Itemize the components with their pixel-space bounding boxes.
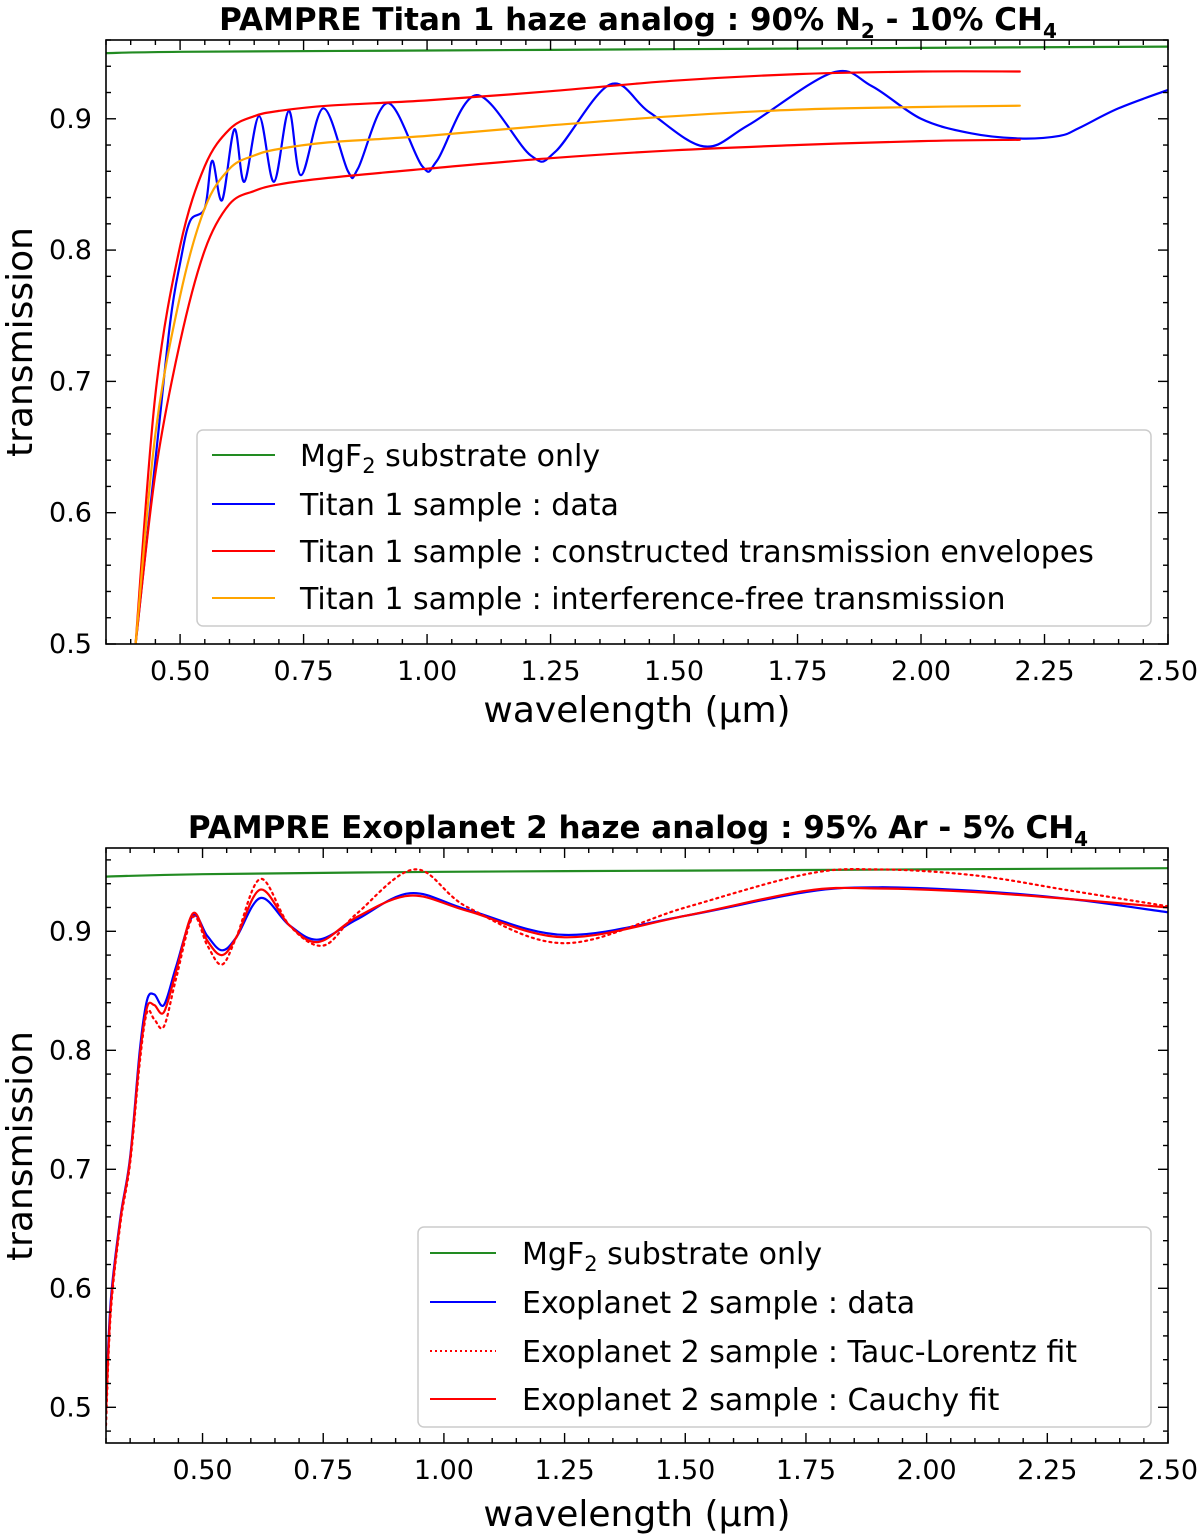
legend-label-data: Exoplanet 2 sample : data <box>522 1286 915 1321</box>
legend-box <box>417 1226 1152 1428</box>
x-axis-label: wavelength (μm) <box>483 690 790 731</box>
series-interference-free-transmission-line <box>134 104 1021 644</box>
x-tick-label: 2.25 <box>1014 656 1074 687</box>
tick-layer: 0.50 0.75 1.00 1.25 1.50 1.75 2.00 2.25 2.50 0.5 0… <box>49 848 1198 1486</box>
series-mgf2-substrate-only-line <box>106 45 1168 55</box>
x-tick-label: 2.50 <box>1138 1455 1198 1486</box>
series-mgf2-substrate-only-line <box>106 867 1168 878</box>
legend-label-interference-free: Titan 1 sample : interference-free trans… <box>299 582 1005 617</box>
x-tick-label: 2.00 <box>897 1455 957 1486</box>
x-tick-label: 1.75 <box>767 656 827 687</box>
chart-title: PAMPRE Exoplanet 2 haze analog : 95% Ar … <box>188 810 1088 851</box>
legend-label-mgf2: MgF2 substrate only <box>300 439 600 478</box>
y-tick-label: 0.7 <box>49 1154 92 1185</box>
y-tick-label: 0.9 <box>49 104 92 135</box>
legend-label-envelopes: Titan 1 sample : constructed transmissio… <box>299 535 1094 570</box>
series-constructed-transmission-envelopes-lower-line <box>134 138 1021 644</box>
series-constructed-transmission-envelopes-line <box>134 70 1021 644</box>
y-tick-label: 0.8 <box>49 1035 92 1066</box>
y-tick-label: 0.5 <box>49 1392 92 1423</box>
x-tick-label: 1.00 <box>414 1455 474 1486</box>
legend-label-tauc-lorentz: Exoplanet 2 sample : Tauc-Lorentz fit <box>522 1335 1077 1370</box>
x-tick-label: 1.75 <box>776 1455 836 1486</box>
x-tick-label: 2.25 <box>1017 1455 1077 1486</box>
x-tick-label: 0.50 <box>172 1455 232 1486</box>
legend: MgF2 substrate only Titan 1 sample : dat… <box>196 429 1152 627</box>
plot-area <box>106 45 1168 644</box>
x-tick-label: 2.00 <box>891 656 951 687</box>
x-tick-label: 1.50 <box>644 656 704 687</box>
x-tick-label: 0.75 <box>293 1455 353 1486</box>
y-tick-label: 0.7 <box>49 366 92 397</box>
x-tick-label: 0.75 <box>274 656 334 687</box>
legend-label-mgf2: MgF2 substrate only <box>522 1237 822 1276</box>
legend-box <box>196 429 1152 627</box>
y-axis-label: transmission <box>0 1031 41 1261</box>
tick-layer: 0.50 0.75 1.00 1.25 1.50 1.75 2.00 2.25 2.50 0.5 0… <box>49 39 1198 687</box>
chart-title: PAMPRE Titan 1 haze analog : 90% N2 - 10… <box>219 2 1057 43</box>
x-tick-label: 1.25 <box>520 656 580 687</box>
y-tick-label: 0.6 <box>49 1273 92 1304</box>
x-tick-label: 2.50 <box>1138 656 1198 687</box>
panel-titan: PAMPRE Titan 1 haze analog : 90% N2 - 10… <box>0 2 1198 731</box>
y-tick-label: 0.6 <box>49 498 92 529</box>
x-axis-label: wavelength (μm) <box>483 1494 790 1535</box>
series-cauchy-fit-line <box>106 886 1168 1415</box>
legend: MgF2 substrate only Exoplanet 2 sample :… <box>417 1226 1152 1428</box>
plot-area <box>106 867 1168 1427</box>
y-tick-label: 0.5 <box>49 629 92 660</box>
y-tick-label: 0.9 <box>49 916 92 947</box>
x-tick-label: 1.00 <box>397 656 457 687</box>
panel-exoplanet: PAMPRE Exoplanet 2 haze analog : 95% Ar … <box>0 810 1198 1535</box>
legend-label-cauchy: Exoplanet 2 sample : Cauchy fit <box>522 1383 1000 1418</box>
legend-label-data: Titan 1 sample : data <box>299 488 619 523</box>
x-tick-label: 1.25 <box>535 1455 595 1486</box>
y-tick-label: 0.8 <box>49 235 92 266</box>
axes-frame <box>105 39 1169 645</box>
x-tick-label: 1.50 <box>655 1455 715 1486</box>
x-tick-label: 0.50 <box>150 656 210 687</box>
y-axis-label: transmission <box>0 227 41 457</box>
